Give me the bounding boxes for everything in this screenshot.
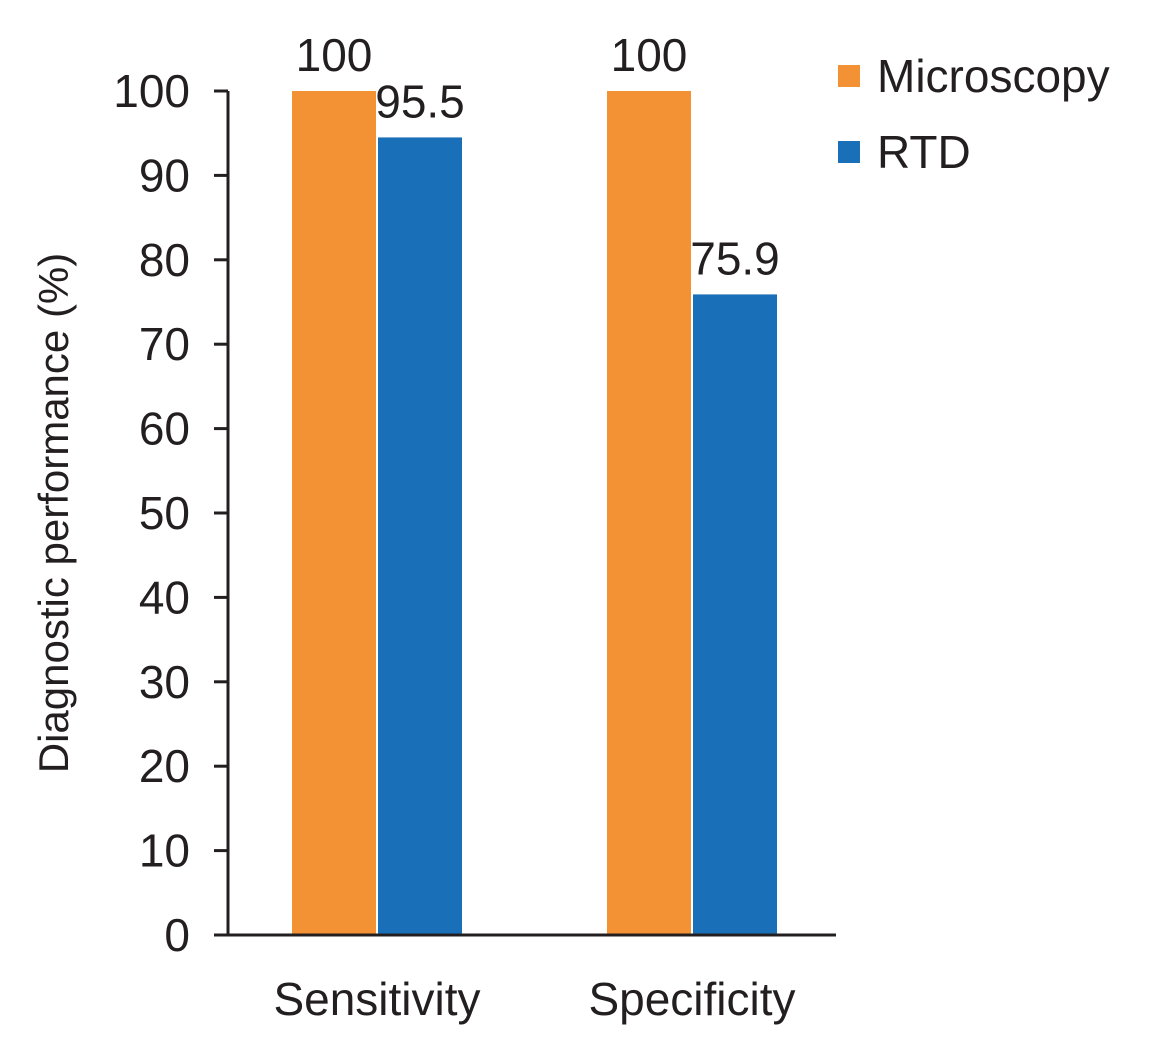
y-tick-label: 50 bbox=[139, 487, 190, 539]
y-tick-label: 80 bbox=[139, 234, 190, 286]
legend: Microscopy RTD bbox=[838, 50, 1110, 178]
y-tick-label: 60 bbox=[139, 403, 190, 455]
bar-microscopy-sensitivity bbox=[292, 91, 376, 935]
value-label-rtd-specificity: 75.9 bbox=[690, 232, 780, 284]
y-axis-title: Diagnostic performance (%) bbox=[30, 253, 77, 774]
y-tick-label: 100 bbox=[113, 65, 190, 117]
value-label-rtd-sensitivity: 95.5 bbox=[375, 75, 465, 127]
legend-swatch-rtd bbox=[838, 141, 860, 163]
category-labels-group: Sensitivity Specificity bbox=[273, 973, 795, 1025]
y-tick-label: 10 bbox=[139, 825, 190, 877]
y-tick-label: 70 bbox=[139, 318, 190, 370]
category-label: Specificity bbox=[588, 973, 795, 1025]
legend-label-rtd: RTD bbox=[877, 126, 971, 178]
y-tick-label: 20 bbox=[139, 740, 190, 792]
bars-group bbox=[292, 91, 777, 936]
legend-label-microscopy: Microscopy bbox=[877, 50, 1110, 102]
y-tick-label: 90 bbox=[139, 149, 190, 201]
y-tick-label: 0 bbox=[164, 909, 190, 961]
y-ticks-group: 0 10 20 30 40 50 60 70 80 90 100 bbox=[113, 65, 228, 961]
value-label-microscopy-sensitivity: 100 bbox=[296, 29, 373, 81]
legend-swatch-microscopy bbox=[838, 65, 860, 87]
category-label: Sensitivity bbox=[273, 973, 480, 1025]
y-tick-label: 40 bbox=[139, 571, 190, 623]
value-label-microscopy-specificity: 100 bbox=[611, 29, 688, 81]
bar-rtd-specificity bbox=[693, 294, 777, 935]
bar-rtd-sensitivity bbox=[378, 137, 462, 936]
y-tick-label: 30 bbox=[139, 656, 190, 708]
bar-microscopy-specificity bbox=[607, 91, 691, 935]
